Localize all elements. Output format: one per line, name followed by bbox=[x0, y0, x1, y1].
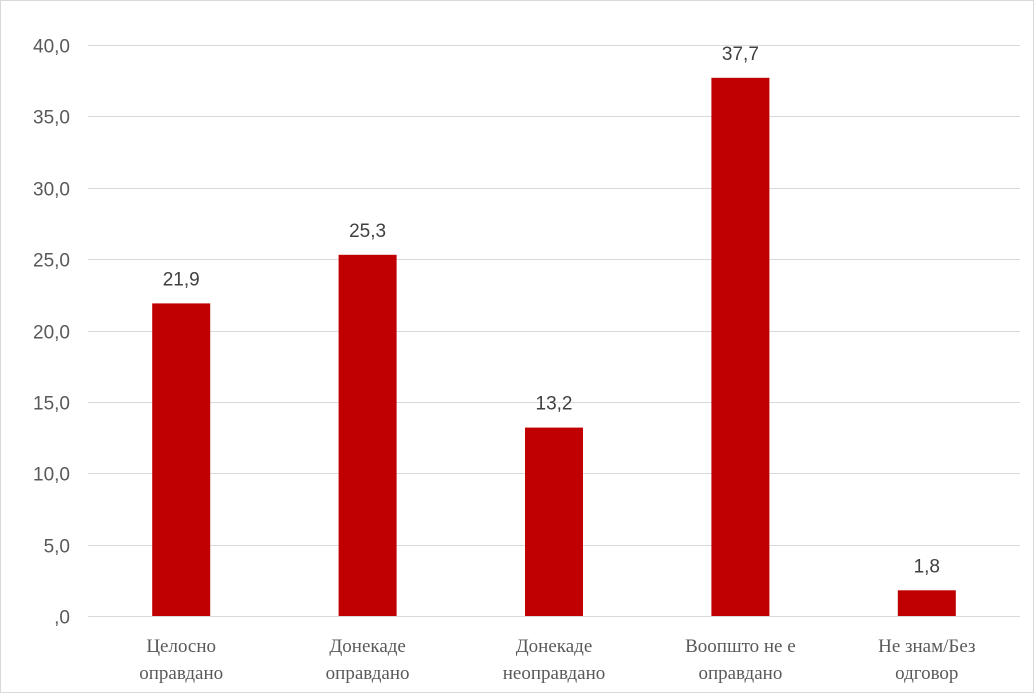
x-category-label-line: оправдано bbox=[326, 663, 410, 684]
x-category-label-line: одговор bbox=[895, 663, 958, 684]
x-category-label: Донекаде неоправдано bbox=[503, 636, 605, 684]
y-tick-label: 35,0 bbox=[33, 108, 70, 129]
x-category-label-line: Донекаде bbox=[516, 636, 593, 657]
x-category-label: Донекаде оправдано bbox=[326, 636, 410, 684]
y-tick-label: 5,0 bbox=[44, 537, 70, 558]
data-label: 37,7 bbox=[722, 44, 759, 65]
y-tick-label: 20,0 bbox=[33, 323, 70, 344]
bar bbox=[897, 590, 956, 616]
x-category-label-line: оправдано bbox=[698, 663, 782, 684]
bar bbox=[338, 254, 397, 617]
data-label: 1,8 bbox=[914, 556, 940, 577]
data-label: 13,2 bbox=[536, 394, 573, 415]
y-tick-label: 25,0 bbox=[33, 251, 70, 272]
y-tick-label: 15,0 bbox=[33, 394, 70, 415]
x-category-label: Целосно оправдано bbox=[139, 636, 223, 684]
data-label: 21,9 bbox=[163, 269, 200, 290]
x-category-label-line: Не знам/Без bbox=[878, 636, 975, 657]
bar bbox=[711, 77, 770, 617]
y-tick-label: 30,0 bbox=[33, 180, 70, 201]
y-tick-label: 40,0 bbox=[33, 37, 70, 58]
data-labels: 21,9 25,3 13,2 37,7 1,8 bbox=[163, 44, 940, 577]
x-category-label-line: Целосно bbox=[146, 636, 216, 657]
x-category-label: Не знам/Без одговор bbox=[878, 636, 975, 684]
x-category-label: Воопшто не е оправдано bbox=[685, 636, 796, 684]
bar bbox=[152, 303, 211, 616]
x-category-label-line: оправдано bbox=[139, 663, 223, 684]
gridlines bbox=[88, 45, 1020, 617]
y-axis-tick-labels: ,0 5,0 10,0 15,0 20,0 25,0 30,0 35,0 40,0 bbox=[33, 37, 70, 629]
bars bbox=[152, 77, 956, 617]
x-category-label-line: неоправдано bbox=[503, 663, 605, 684]
y-tick-label: ,0 bbox=[54, 608, 70, 629]
x-category-label-line: Донекаде bbox=[329, 636, 406, 657]
data-label: 25,3 bbox=[349, 221, 386, 242]
bar bbox=[525, 427, 583, 616]
x-category-label-line: Воопшто не е bbox=[685, 636, 796, 657]
y-tick-label: 10,0 bbox=[33, 465, 70, 486]
